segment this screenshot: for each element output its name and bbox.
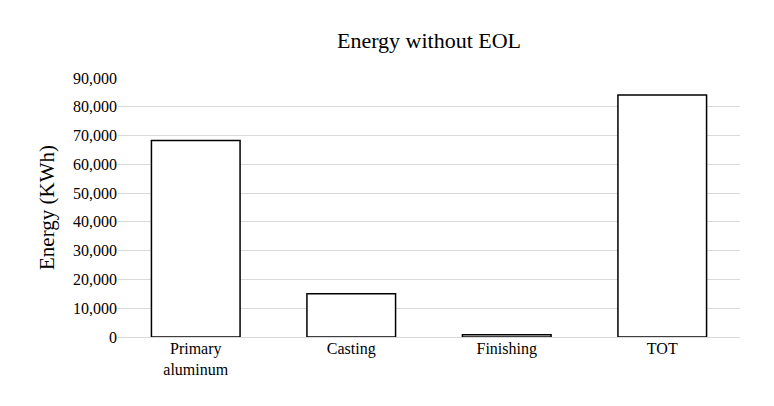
svg-text:TOT: TOT [647, 340, 678, 357]
svg-text:0: 0 [109, 329, 117, 346]
svg-text:80,000: 80,000 [73, 98, 117, 115]
svg-text:10,000: 10,000 [73, 300, 117, 317]
svg-text:20,000: 20,000 [73, 271, 117, 288]
svg-text:30,000: 30,000 [73, 242, 117, 259]
svg-text:70,000: 70,000 [73, 127, 117, 144]
svg-text:Primaryaluminum: Primaryaluminum [163, 340, 228, 378]
svg-text:Energy (KWh): Energy (KWh) [35, 145, 59, 270]
svg-text:60,000: 60,000 [73, 156, 117, 173]
svg-text:Finishing: Finishing [477, 340, 537, 358]
svg-text:90,000: 90,000 [73, 70, 117, 87]
svg-text:Casting: Casting [327, 340, 376, 358]
svg-text:50,000: 50,000 [73, 185, 117, 202]
svg-text:Energy without EOL: Energy without EOL [337, 28, 521, 53]
svg-text:40,000: 40,000 [73, 213, 117, 230]
